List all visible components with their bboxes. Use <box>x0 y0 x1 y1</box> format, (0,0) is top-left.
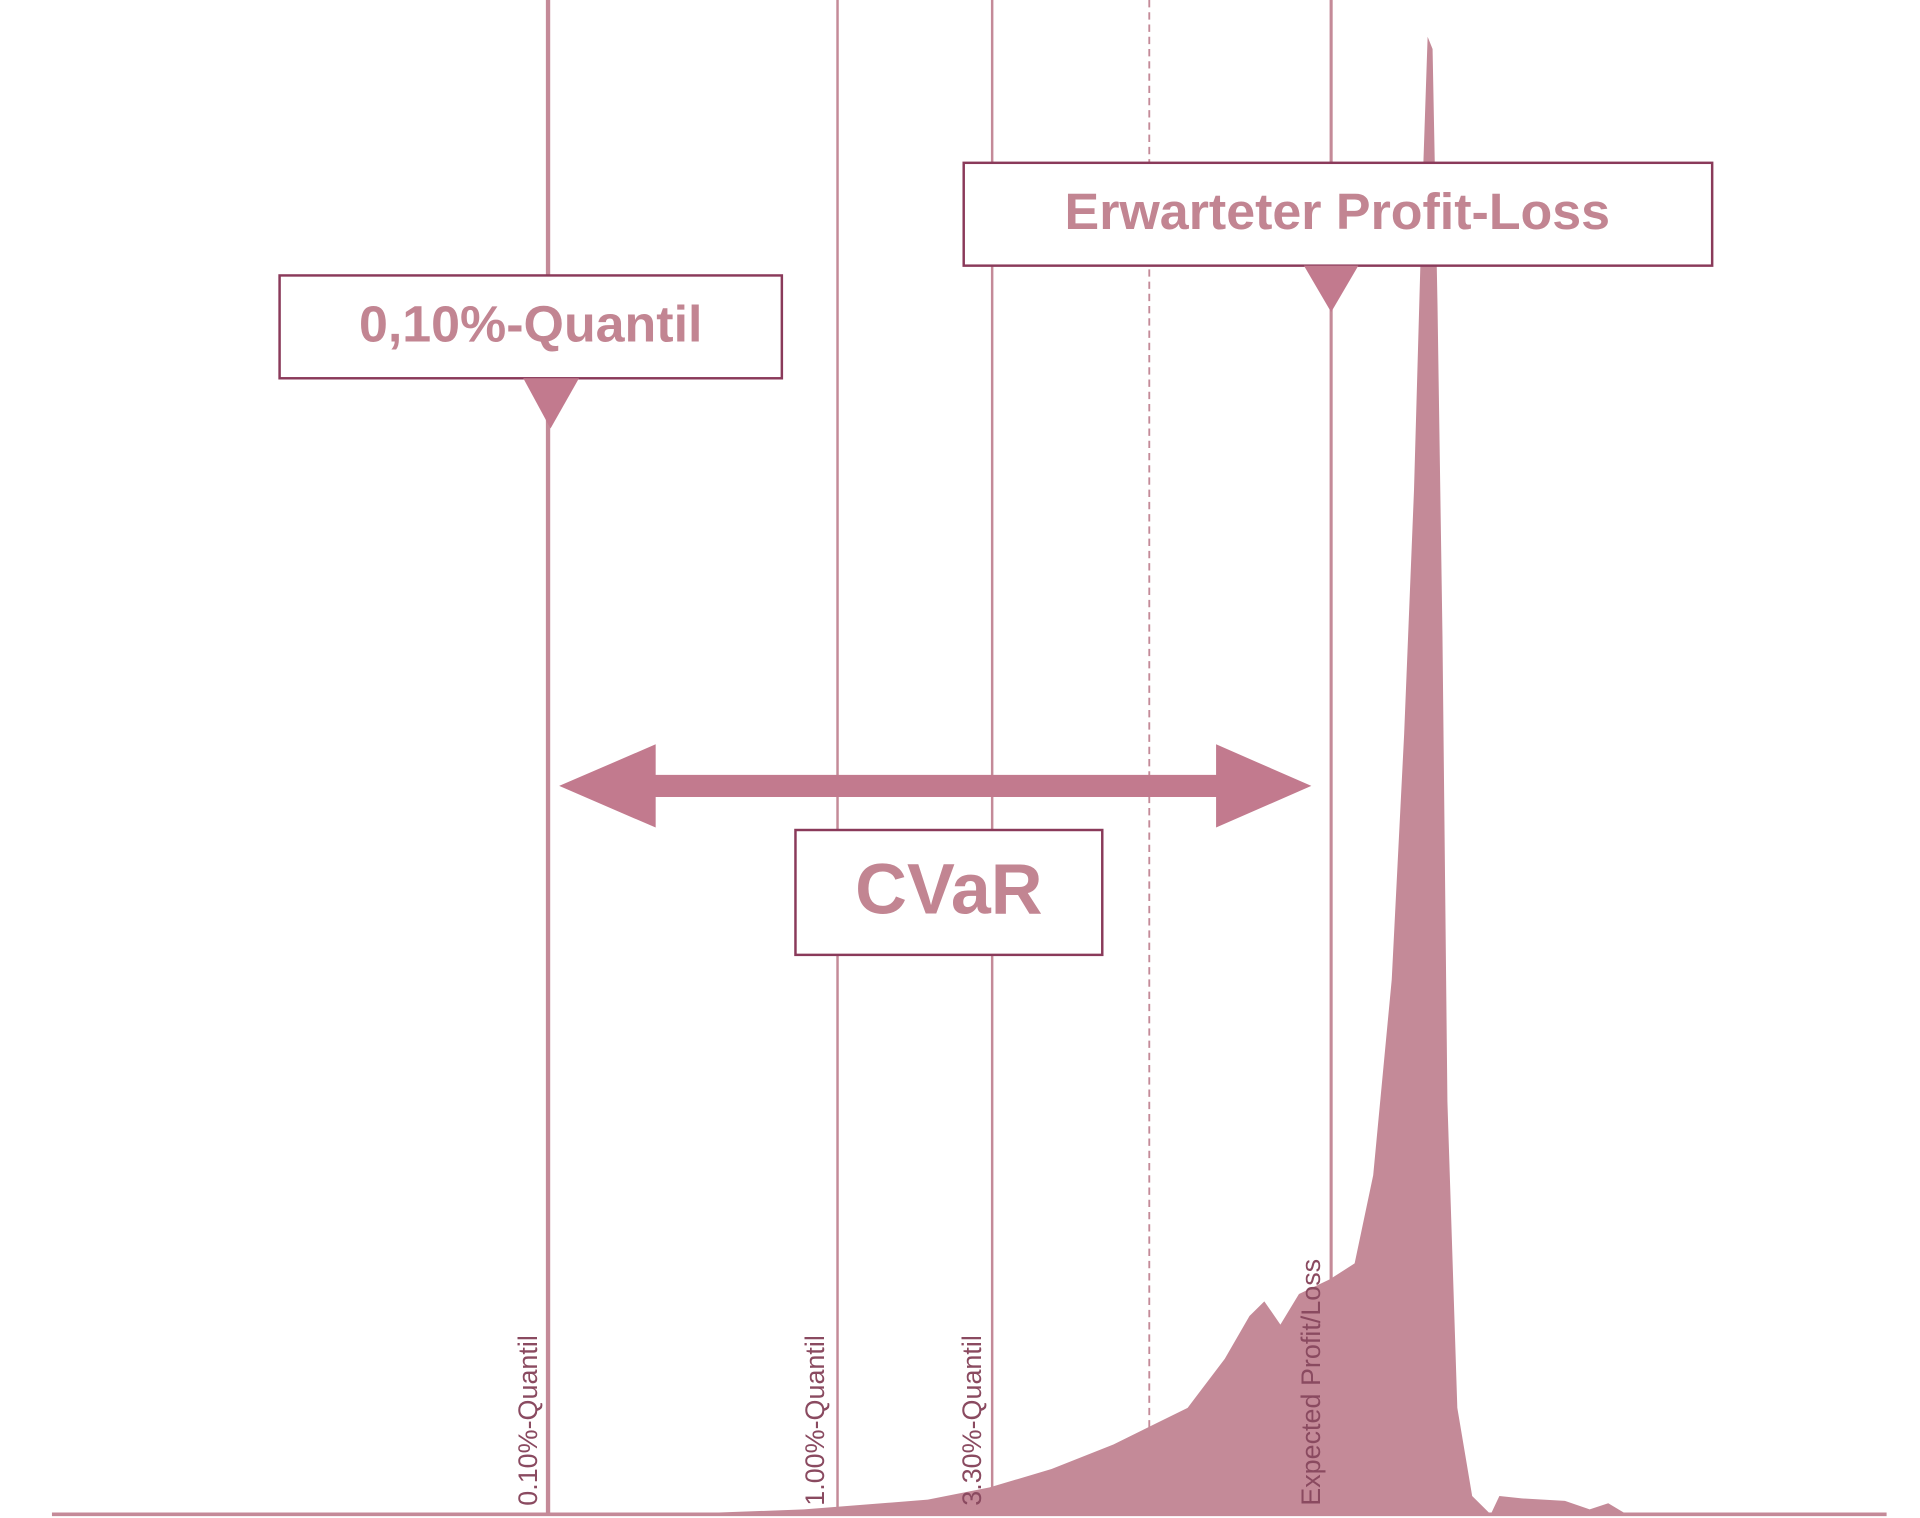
callout-text: Erwarteter Profit-Loss <box>1065 182 1611 240</box>
callout-pointer <box>523 378 579 429</box>
line-label: 0.10%-Quantil <box>512 1335 543 1506</box>
callout-box <box>278 274 784 380</box>
line-label: 1.00%-Quantil <box>799 1335 830 1506</box>
cvar-text: CVaR <box>855 850 1042 930</box>
distribution <box>668 36 1627 1515</box>
line-label: 3.30%-Quantil <box>956 1335 987 1506</box>
cvar-arrow <box>559 744 1312 828</box>
line-label: Expected Profit/Loss <box>1295 1259 1326 1506</box>
cvar-box <box>794 828 1104 957</box>
callout-box <box>962 161 1714 267</box>
callout-text: 0,10%-Quantil <box>359 295 702 353</box>
callout-pointer <box>1303 265 1359 313</box>
